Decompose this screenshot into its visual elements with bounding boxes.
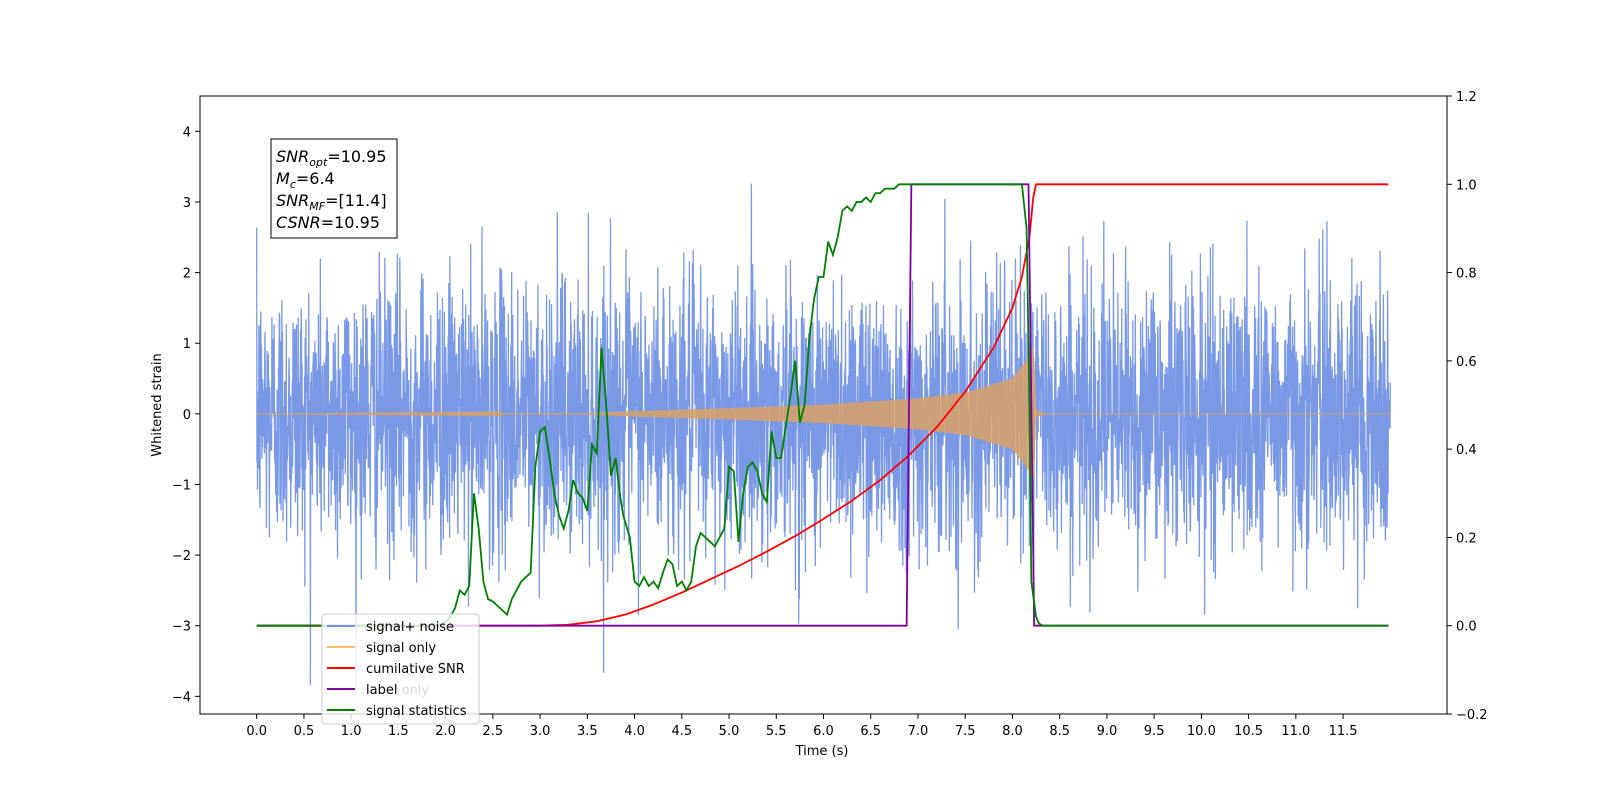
series-cumulative-snr [256, 183, 1389, 627]
x-tick-label: 6.0 [813, 724, 834, 739]
annotation-line: Mc=6.4 [276, 169, 335, 191]
y-tick-label: −3 [172, 620, 191, 635]
x-tick-label: 2.5 [483, 724, 504, 739]
x-tick-label: 7.0 [908, 724, 929, 739]
y-tick-label: 3 [183, 196, 191, 211]
y-tick-label: −4 [172, 690, 191, 705]
y-tick-label: −1 [172, 478, 191, 493]
x-tick-label: 3.5 [577, 724, 598, 739]
x-tick-label: 4.0 [624, 724, 645, 739]
y-tick-label: 2 [183, 267, 191, 282]
x-tick-label: 8.0 [1002, 724, 1023, 739]
annotation-line: CSNR=10.95 [276, 213, 380, 232]
y-right-tick-label: 0.2 [1456, 531, 1477, 546]
y-tick-label: 0 [183, 408, 191, 423]
x-tick-label: 3.0 [530, 724, 551, 739]
x-tick-label: 10.0 [1187, 724, 1216, 739]
annotation-line: SNRMF=[11.4] [276, 191, 387, 213]
legend-entry-label: signal only [366, 641, 436, 656]
plot-area [256, 183, 1391, 690]
y-tick-label: −2 [172, 549, 191, 564]
y-right-tick-label: 1.0 [1456, 178, 1477, 193]
x-tick-label: 9.0 [1097, 724, 1118, 739]
series-signal-statistics [256, 183, 1389, 627]
legend: signal+ noise signal only cumilative SNR la… [321, 613, 480, 725]
legend-entry-label: label [366, 683, 397, 698]
x-tick-label: 6.5 [860, 724, 881, 739]
x-tick-label: 8.5 [1049, 724, 1070, 739]
y-right-tick-label: 1.2 [1456, 90, 1477, 105]
annotation-line: SNRopt=10.95 [276, 147, 387, 169]
y-axis-label: Whitened strain [150, 353, 165, 456]
x-tick-label: 11.0 [1281, 724, 1310, 739]
y-right-tick-label: 0.0 [1456, 620, 1477, 635]
legend-ghost-label: label only [366, 683, 429, 698]
legend-entry-label: cumilative SNR [366, 662, 465, 677]
y-tick-label: 4 [183, 125, 191, 140]
x-axis: 0.0 0.5 1.0 1.5 2.0 2.5 3.0 3.5 4.0 4.5 5.0 5.5 6.0 6… [246, 714, 1358, 739]
annotation-box-frame [270, 138, 398, 239]
x-tick-label: 1.5 [388, 724, 409, 739]
x-tick-label: 2.0 [435, 724, 456, 739]
x-tick-label: 5.0 [719, 724, 740, 739]
y-right-tick-label: −0.2 [1456, 708, 1488, 723]
y-axis-left: −4 −3 −2 −1 0 1 2 3 4 [172, 125, 200, 705]
x-tick-label: 4.5 [671, 724, 692, 739]
x-tick-label: 7.5 [955, 724, 976, 739]
x-tick-label: 0.0 [246, 724, 267, 739]
x-tick-label: 11.5 [1329, 724, 1358, 739]
x-tick-label: 0.5 [294, 724, 315, 739]
y-axis-right: −0.2 0.0 0.2 0.4 0.6 0.8 1.0 1.2 [1447, 90, 1488, 723]
x-tick-label: 9.5 [1144, 724, 1165, 739]
x-tick-label: 5.5 [766, 724, 787, 739]
x-tick-label: 10.5 [1234, 724, 1263, 739]
series-signal-noise [256, 183, 1391, 690]
series-signal-only [256, 346, 1391, 481]
y-tick-label: 1 [183, 337, 191, 352]
legend-entry-label: signal statistics [366, 704, 467, 719]
x-axis-label: Time (s) [795, 744, 849, 759]
y-right-tick-label: 0.4 [1456, 443, 1477, 458]
legend-entry-label: signal+ noise [366, 620, 454, 635]
x-tick-label: 1.0 [341, 724, 362, 739]
y-right-tick-label: 0.6 [1456, 355, 1477, 370]
legend-frame [321, 613, 480, 725]
y-right-tick-label: 0.8 [1456, 267, 1477, 282]
